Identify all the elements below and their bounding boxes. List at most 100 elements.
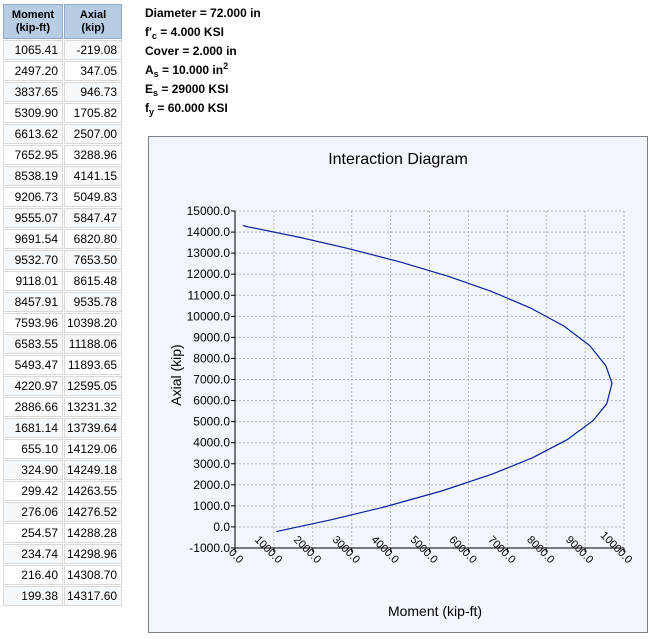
y-tick-label: 12000.0	[187, 267, 231, 281]
moment-cell: 9118.01	[3, 271, 63, 291]
diameter-value: 72.000 in	[210, 6, 261, 20]
y-tick-label: 6000.0	[193, 394, 230, 408]
axial-column-header: Axial (kip)	[64, 4, 123, 39]
moment-cell: 9206.73	[3, 187, 63, 207]
moment-cell: 1065.41	[3, 40, 63, 60]
table-row: 324.90 14249.18	[3, 460, 123, 480]
table-row: 254.57 14288.28	[3, 523, 123, 543]
axial-cell: 14298.96	[64, 544, 123, 564]
moment-cell: 4220.97	[3, 376, 63, 396]
table-row: 9555.07 5847.47	[3, 208, 123, 228]
table-row: 7593.96 10398.20	[3, 313, 123, 333]
axial-cell: 14129.06	[64, 439, 123, 459]
table-row: 7652.95 3288.96	[3, 145, 123, 165]
fy-value: 60.000 KSI	[167, 101, 228, 115]
table-row: 1681.14 13739.64	[3, 418, 123, 438]
x-tick-label: 1000.0	[252, 534, 284, 566]
as-value: 10.000 in	[172, 63, 224, 77]
x-tick-label: 5000.0	[408, 534, 440, 566]
axial-cell: 8615.48	[64, 271, 123, 291]
es-value: 29000 KSI	[171, 82, 229, 96]
y-tick-label: 0.0	[213, 520, 230, 534]
y-tick-label: 3000.0	[193, 457, 230, 471]
moment-cell: 5309.90	[3, 103, 63, 123]
axial-cell: 10398.20	[64, 313, 123, 333]
fc-subscript: c	[151, 31, 157, 41]
moment-cell: 9691.54	[3, 229, 63, 249]
interaction-chart: Interaction Diagram 0.0 1000.0 2000.0 3000.…	[168, 151, 634, 619]
y-axis-label: Axial (kip)	[168, 344, 184, 405]
moment-cell: 9532.70	[3, 250, 63, 270]
table-row: 8538.19 4141.15	[3, 166, 123, 186]
y-tick-label: -1000.0	[189, 541, 230, 555]
table-row: 199.38 14317.60	[3, 586, 123, 606]
table-row: 216.40 14308.70	[3, 565, 123, 585]
table-row: 5493.47 11893.65	[3, 355, 123, 375]
moment-cell: 5493.47	[3, 355, 63, 375]
table-body: 1065.41 -219.08 2497.20 347.05 3837.65 946.73…	[3, 40, 123, 606]
moment-cell: 254.57	[3, 523, 63, 543]
x-tick-label: 7000.0	[485, 534, 517, 566]
x-tick-label: 2000.0	[291, 534, 323, 566]
moment-cell: 8457.91	[3, 292, 63, 312]
moment-cell: 6583.55	[3, 334, 63, 354]
axial-cell: 11188.06	[64, 334, 123, 354]
diameter-line: Diameter = 72.000 in	[145, 6, 261, 20]
y-tick-label: 4000.0	[193, 436, 230, 450]
diameter-label: Diameter	[145, 6, 197, 20]
y-tick-label: 8000.0	[193, 351, 230, 365]
cover-line: Cover = 2.000 in	[145, 44, 237, 58]
moment-cell: 8538.19	[3, 166, 63, 186]
interaction-chart-panel: Interaction Diagram 0.0 1000.0 2000.0 3000.…	[148, 136, 648, 633]
as-subscript: s	[153, 69, 159, 79]
x-axis-label: Moment (kip-ft)	[388, 603, 482, 619]
axial-cell: 14276.52	[64, 502, 123, 522]
table-row: 8457.91 9535.78	[3, 292, 123, 312]
table-row: 9118.01 8615.48	[3, 271, 123, 291]
axial-cell: 9535.78	[64, 292, 123, 312]
table-row: 2886.66 13231.32	[3, 397, 123, 417]
table-row: 276.06 14276.52	[3, 502, 123, 522]
moment-column-header: Moment (kip-ft)	[3, 4, 63, 39]
axial-cell: 1705.82	[64, 103, 123, 123]
moment-cell: 234.74	[3, 544, 63, 564]
moment-cell: 276.06	[3, 502, 63, 522]
section-properties: Diameter = 72.000 in f'c = 4.000 KSI Cov…	[145, 4, 261, 118]
axial-cell: 14288.28	[64, 523, 123, 543]
moment-cell: 3837.65	[3, 82, 63, 102]
axial-cell: 11893.65	[64, 355, 123, 375]
cover-label: Cover	[145, 44, 180, 58]
axial-cell: 7653.50	[64, 250, 123, 270]
fy-line: fy = 60.000 KSI	[145, 101, 228, 117]
cover-value: 2.000 in	[192, 44, 237, 58]
moment-cell: 2497.20	[3, 61, 63, 81]
axial-cell: 13231.32	[64, 397, 123, 417]
series-layer	[242, 224, 613, 533]
axial-cell: 13739.64	[64, 418, 123, 438]
axial-cell: 6820.80	[64, 229, 123, 249]
moment-cell: 7652.95	[3, 145, 63, 165]
table-row: 9532.70 7653.50	[3, 250, 123, 270]
fy-symbol: f	[145, 101, 149, 115]
axial-cell: 3288.96	[64, 145, 123, 165]
moment-header-label: Moment	[11, 8, 55, 21]
y-tick-label: 5000.0	[193, 415, 230, 429]
table-row: 2497.20 347.05	[3, 61, 123, 81]
table-row: 3837.65 946.73	[3, 82, 123, 102]
grid-layer	[234, 210, 625, 549]
y-tick-label: 14000.0	[187, 225, 231, 239]
es-line: Es = 29000 KSI	[145, 82, 229, 98]
chart-title: Interaction Diagram	[328, 151, 468, 168]
moment-cell: 324.90	[3, 460, 63, 480]
moment-cell: 299.42	[3, 481, 63, 501]
es-symbol: E	[145, 82, 154, 96]
axial-cell: 14308.70	[64, 565, 123, 585]
moment-cell: 9555.07	[3, 208, 63, 228]
axial-header-unit: (kip)	[81, 21, 105, 34]
axial-cell: 946.73	[64, 82, 123, 102]
axial-cell: 14249.18	[64, 460, 123, 480]
moment-axial-table: Moment (kip-ft) Axial (kip) 1065.41 -219.…	[2, 3, 123, 607]
y-tick-label: 10000.0	[187, 309, 231, 323]
moment-header-unit: (kip-ft)	[15, 21, 51, 34]
as-line: As = 10.000 in2	[145, 61, 229, 79]
